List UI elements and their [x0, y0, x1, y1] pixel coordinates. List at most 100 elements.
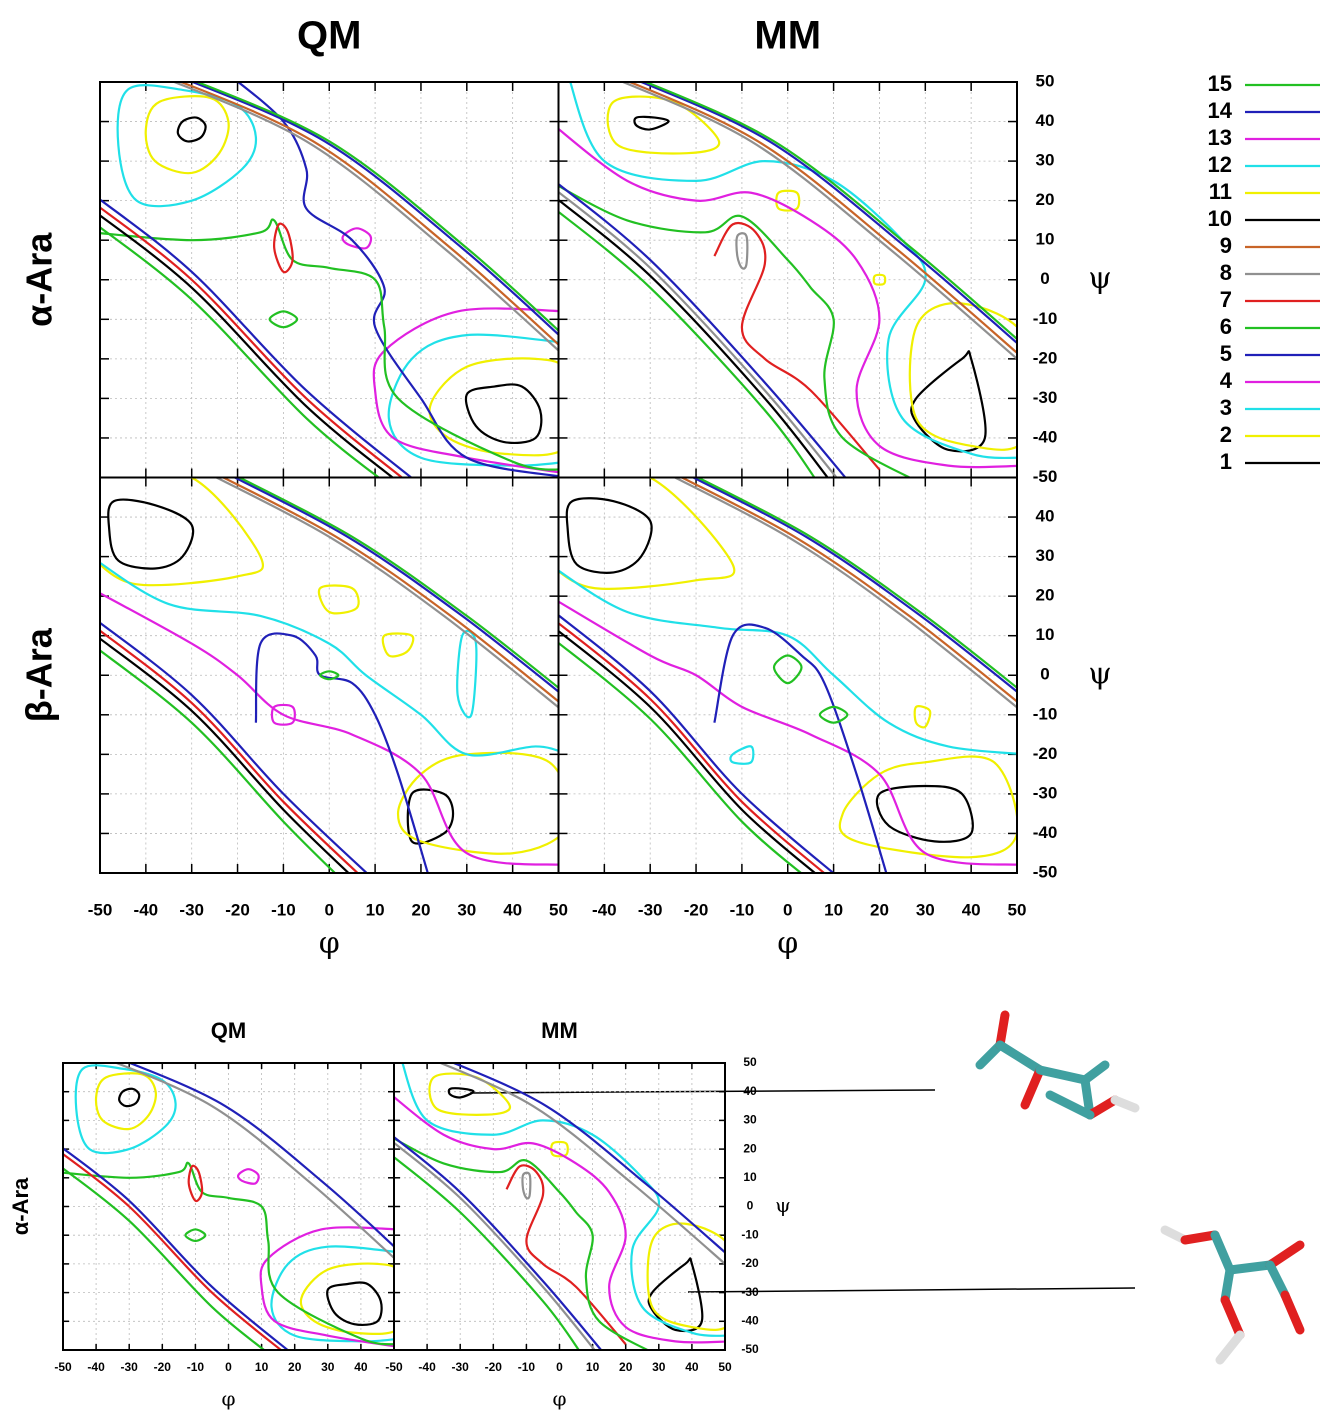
y-tick-label: -10 [1033, 309, 1058, 328]
x-tick-label: 40 [354, 1360, 368, 1374]
x-tick-label: -40 [134, 900, 159, 919]
x-tick-label: -20 [154, 1360, 172, 1374]
x-tick-label: 50 [549, 900, 568, 919]
y-tick-label: 40 [1036, 111, 1055, 130]
contour-line [238, 1169, 259, 1184]
contour-line [76, 1065, 176, 1153]
y-tick-label: 50 [743, 1055, 757, 1069]
y-tick-label: -30 [1033, 783, 1058, 802]
contour-line [549, 636, 810, 881]
legend-label: 15 [1208, 71, 1232, 96]
x-tick-label: 0 [556, 1360, 563, 1374]
contour-line [549, 205, 820, 486]
legend-label: 5 [1220, 341, 1232, 366]
contour-line [219, 470, 567, 699]
x-tick-label: -50 [54, 1360, 72, 1374]
x-tick-label: 30 [457, 900, 476, 919]
contour-line [91, 644, 343, 881]
contour-line [319, 586, 359, 614]
y-tick-label: 10 [1036, 230, 1055, 249]
x-tick-label: -50 [385, 1360, 403, 1374]
legend-label: 14 [1208, 98, 1233, 123]
x-axis-label: φ [777, 926, 798, 961]
x-tick-label: -50 [88, 900, 113, 919]
x-tick-label: 10 [255, 1360, 269, 1374]
y-tick-label: 10 [1036, 625, 1055, 644]
y-tick-label: 0 [1040, 269, 1049, 288]
contour-line [327, 1282, 381, 1324]
contour-line [440, 1057, 731, 1258]
molecule-bottom [1165, 1230, 1300, 1360]
contour-line [103, 1057, 401, 1264]
contour-line [449, 1088, 474, 1097]
x-tick-label: -20 [684, 900, 709, 919]
x-tick-label: -30 [638, 900, 663, 919]
legend-label: 9 [1220, 233, 1232, 258]
legend-label: 3 [1220, 395, 1232, 420]
page: {"chart_data": [ {"type": "contour", "co… [0, 0, 1320, 1414]
contour-line [910, 303, 1034, 450]
legend-label: 8 [1220, 260, 1232, 285]
y-tick-label: -20 [1033, 744, 1058, 763]
x-tick-label: 50 [718, 1360, 732, 1374]
legend-label: 4 [1220, 368, 1233, 393]
x-axis-label: φ [319, 926, 340, 961]
figure: QMφMMφα-Araψβ-Araψ-50-40-30-20-100102030… [0, 0, 1320, 1414]
contour-group [549, 74, 1033, 485]
legend-label: 12 [1208, 152, 1232, 177]
y-tick-label: 30 [1036, 151, 1055, 170]
x-tick-label: 10 [586, 1360, 600, 1374]
x-tick-label: 10 [824, 900, 843, 919]
legend-label: 10 [1208, 206, 1232, 231]
y-tick-label: -20 [741, 1256, 759, 1270]
panel: -40-30-20-1001020304050-50-40-30-20-1001… [549, 468, 1057, 919]
legend-label: 11 [1209, 179, 1232, 204]
x-tick-label: 30 [652, 1360, 666, 1374]
contour-line [387, 1135, 658, 1356]
y-tick-label: 50 [1036, 71, 1055, 90]
y-tick-label: -40 [741, 1313, 759, 1327]
y-tick-label: 30 [743, 1113, 757, 1127]
y-tick-label: 0 [1040, 665, 1049, 684]
contour-line [466, 384, 541, 442]
x-axis-label: φ [221, 1387, 235, 1411]
x-tick-label: 40 [503, 900, 522, 919]
y-tick-label: 20 [743, 1141, 757, 1155]
contour-line [146, 96, 229, 173]
x-tick-label: -40 [418, 1360, 436, 1374]
x-tick-label: -10 [730, 900, 755, 919]
contour-line [387, 1152, 582, 1356]
y-tick-label: 30 [1036, 546, 1055, 565]
y-tick-label: 40 [743, 1084, 757, 1098]
y-tick-label: -40 [1033, 823, 1058, 842]
contour-line [567, 498, 652, 573]
x-tick-label: 40 [962, 900, 981, 919]
x-axis-label: φ [552, 1387, 566, 1411]
y-axis-label: ψ [1088, 261, 1112, 296]
contour-line [611, 74, 1026, 361]
contour-group [91, 469, 570, 881]
x-tick-label: -20 [485, 1360, 503, 1374]
legend-label: 13 [1208, 125, 1232, 150]
contour-line [91, 220, 389, 485]
row-label: α-Ara [8, 1177, 33, 1235]
contour-line [398, 753, 570, 854]
contour-line [256, 633, 430, 880]
contour-line [56, 1163, 271, 1355]
contour-line [408, 790, 453, 844]
legend-label: 6 [1220, 314, 1232, 339]
x-tick-label: 0 [325, 900, 334, 919]
x-tick-label: 20 [288, 1360, 302, 1374]
contour-line [911, 351, 985, 451]
panel: -50-40-30-20-1001020304050-50-40-30-20-1… [385, 1055, 759, 1374]
y-tick-label: -10 [741, 1227, 759, 1241]
x-tick-label: -20 [225, 900, 250, 919]
y-tick-label: 20 [1036, 190, 1055, 209]
contour-line [108, 500, 193, 569]
legend-label: 2 [1220, 422, 1232, 447]
x-tick-label: -30 [452, 1360, 470, 1374]
y-tick-label: -40 [1033, 427, 1058, 446]
x-tick-label: 20 [870, 900, 889, 919]
panel: -50-40-30-20-10010203040 [54, 1057, 405, 1374]
